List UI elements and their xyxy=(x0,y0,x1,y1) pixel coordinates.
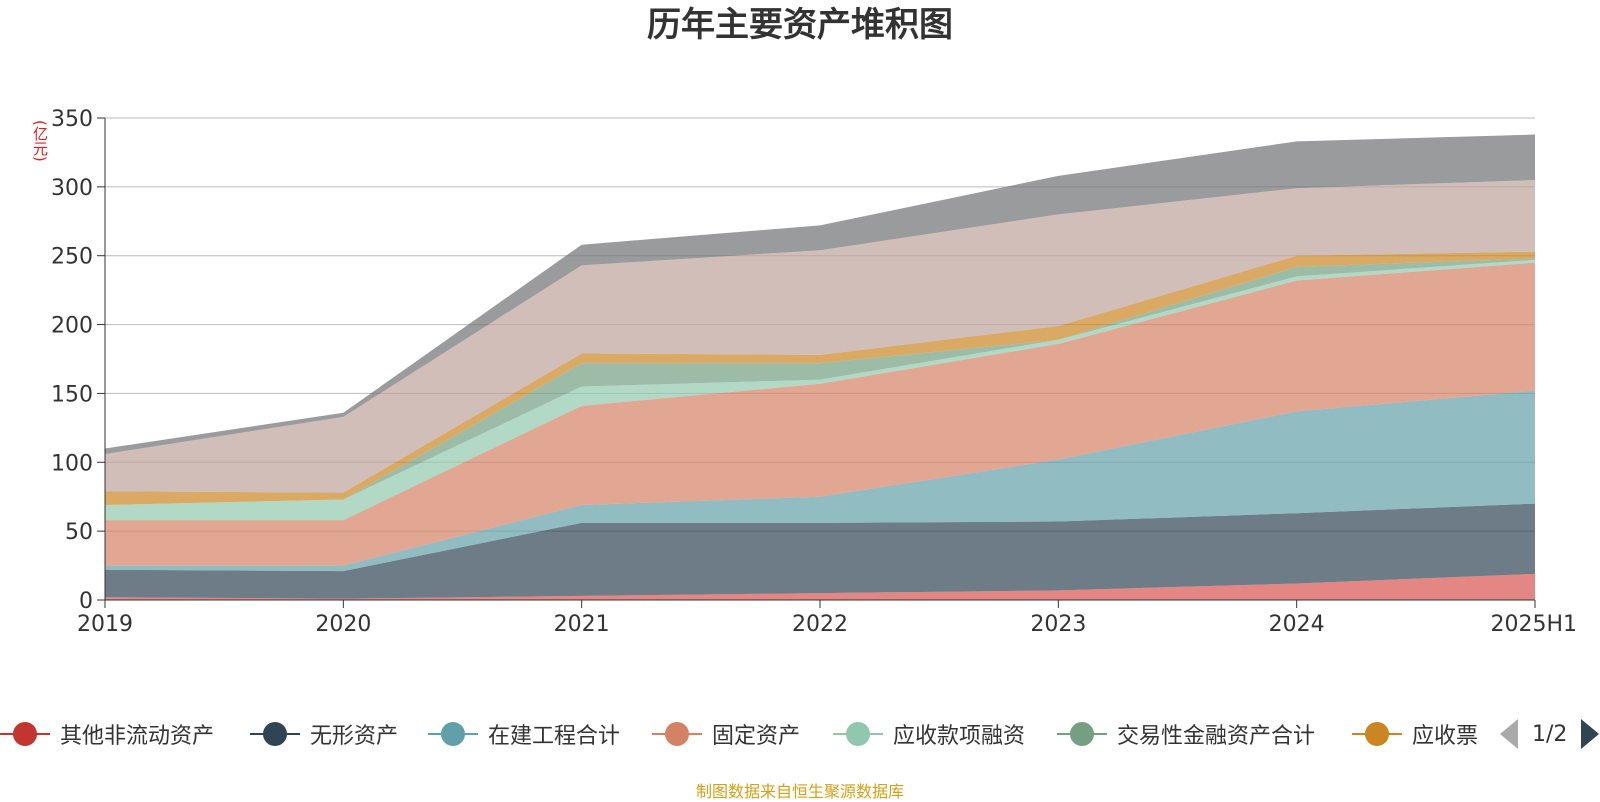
legend-item[interactable]: 其他非流动资产 xyxy=(0,716,214,752)
data-source-note: 制图数据来自恒生聚源数据库 xyxy=(695,782,904,801)
x-tick-label-6: 2025H1 xyxy=(1490,612,1577,637)
y-tick-label-50: 50 xyxy=(65,520,93,545)
legend-label: 无形资产 xyxy=(310,724,399,749)
legend-item[interactable]: 应收票 xyxy=(1352,716,1478,752)
chart-legend: 其他非流动资产 无形资产 在建工程合计 固定资产 应收款项融资 交易性金融资产合计 应收票 xyxy=(0,716,1600,752)
y-tick-label-150: 150 xyxy=(51,382,93,407)
x-tick-label-2: 2021 xyxy=(554,612,610,637)
legend-marker-icon xyxy=(652,716,702,752)
area-series-1 xyxy=(105,503,1535,599)
legend-label: 在建工程合计 xyxy=(488,724,621,749)
y-tick-label-0: 0 xyxy=(79,589,93,614)
legend-label: 应收票 xyxy=(1412,724,1479,749)
legend-label: 固定资产 xyxy=(712,724,801,749)
area-series-2 xyxy=(105,390,1535,572)
legend-marker-icon xyxy=(833,716,883,752)
legend-label: 其他非流动资产 xyxy=(60,724,215,749)
x-tick-label-1: 2020 xyxy=(315,612,371,637)
legend-item[interactable]: 在建工程合计 xyxy=(428,716,620,752)
legend-item[interactable]: 无形资产 xyxy=(250,716,398,752)
legend-item[interactable]: 固定资产 xyxy=(652,716,800,752)
legend-next-page-icon[interactable] xyxy=(1581,719,1600,749)
area-series-4 xyxy=(105,259,1535,521)
y-tick-label-300: 300 xyxy=(51,176,93,201)
y-tick-label-250: 250 xyxy=(51,245,93,270)
area-series-8 xyxy=(105,134,1535,455)
legend-marker-icon xyxy=(428,716,478,752)
legend-marker-icon xyxy=(1057,716,1107,752)
legend-marker-icon xyxy=(1352,716,1402,752)
legend-item[interactable]: 应收款项融资 xyxy=(833,716,1025,752)
legend-label: 交易性金融资产合计 xyxy=(1117,724,1316,749)
area-series-7 xyxy=(105,179,1535,493)
y-tick-label-350: 350 xyxy=(51,107,93,132)
chart-title: 历年主要资产堆积图 xyxy=(647,5,953,45)
y-axis-unit-label: (亿元) xyxy=(31,120,49,162)
legend-item[interactable]: 交易性金融资产合计 xyxy=(1057,716,1315,752)
x-tick-label-3: 2022 xyxy=(792,612,848,637)
legend-pager: 1/2 xyxy=(1500,716,1600,752)
y-tick-label-200: 200 xyxy=(51,314,93,339)
legend-prev-page-icon[interactable] xyxy=(1500,719,1518,749)
x-tick-label-4: 2023 xyxy=(1030,612,1086,637)
y-tick-label-100: 100 xyxy=(51,451,93,476)
legend-page-indicator: 1/2 xyxy=(1532,721,1568,747)
area-series-3 xyxy=(105,262,1535,566)
x-tick-label-5: 2024 xyxy=(1269,612,1325,637)
area-series-0 xyxy=(105,573,1535,600)
x-tick-label-0: 2019 xyxy=(77,612,133,637)
legend-marker-icon xyxy=(0,716,50,752)
stacked-area-chart: 0 50 100 150 200 250 300 350 2019 2020 2021 2022 202… xyxy=(51,107,1577,637)
legend-marker-icon xyxy=(250,716,300,752)
legend-label: 应收款项融资 xyxy=(893,724,1026,749)
